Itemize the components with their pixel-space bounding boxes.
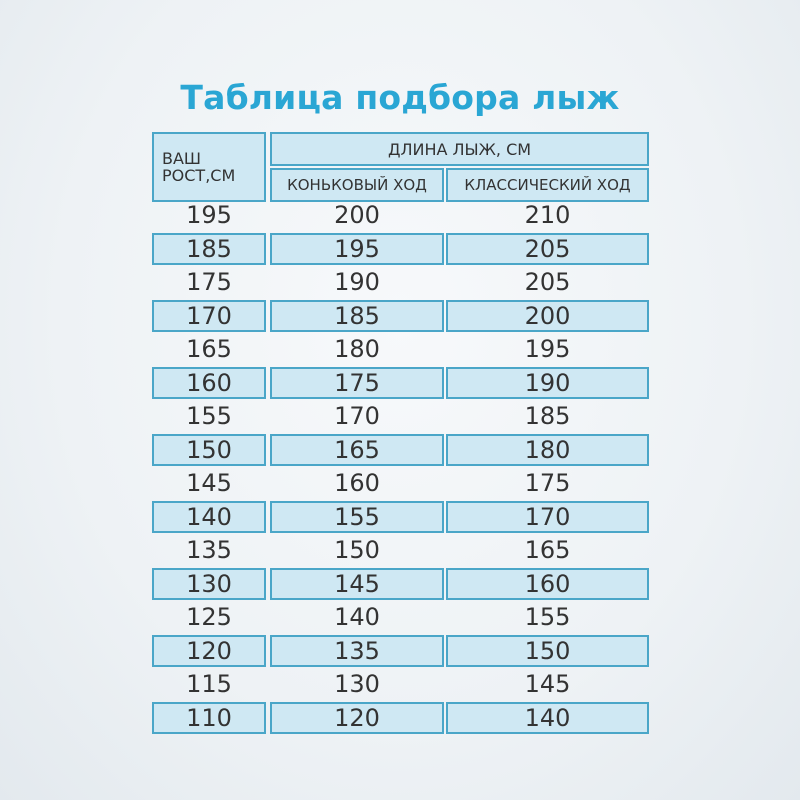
- table-cell-classic: 170: [446, 500, 649, 533]
- table-cell-height: 155: [186, 402, 232, 430]
- header-classic: КЛАССИЧЕСКИЙ ХОД: [446, 168, 649, 202]
- table-cell-height: 185: [152, 232, 266, 265]
- table-cell-classic: 140: [446, 701, 649, 734]
- header-your-height-line2: РОСТ,СМ: [162, 166, 236, 185]
- table-cell-height: 175: [186, 268, 232, 296]
- table-cell-classic: 180: [446, 433, 649, 466]
- table-cell-skate: 150: [334, 536, 380, 564]
- page-title: Таблица подбора лыж: [180, 78, 620, 117]
- table-cell-height: 160: [152, 366, 266, 399]
- table-cell-height: 140: [152, 500, 266, 533]
- table-cell-skate: 120: [270, 701, 444, 734]
- table-cell-skate: 135: [270, 634, 444, 667]
- table-cell-skate: 140: [334, 603, 380, 631]
- table-cell-classic: 165: [524, 536, 571, 564]
- table-cell-height: 145: [186, 469, 232, 497]
- table-cell-height: 110: [152, 701, 266, 734]
- header-skate: КОНЬКОВЫЙ ХОД: [270, 168, 444, 202]
- header-your-height-line1: ВАШ: [162, 149, 202, 168]
- table-cell-skate: 175: [270, 366, 444, 399]
- table-cell-classic: 155: [524, 603, 571, 631]
- table-cell-skate: 130: [334, 670, 380, 698]
- table-cell-height: 150: [152, 433, 266, 466]
- table-cell-classic: 200: [446, 299, 649, 332]
- table-cell-height: 165: [186, 335, 232, 363]
- table-cell-classic: 195: [524, 335, 571, 363]
- table-cell-skate: 195: [270, 232, 444, 265]
- table-cell-classic: 210: [524, 201, 571, 229]
- table-cell-skate: 180: [334, 335, 380, 363]
- table-cell-skate: 170: [334, 402, 380, 430]
- table-cell-height: 135: [186, 536, 232, 564]
- table-cell-classic: 145: [524, 670, 571, 698]
- header-ski-length: ДЛИНА ЛЫЖ, СМ: [270, 132, 649, 166]
- table-cell-skate: 165: [270, 433, 444, 466]
- table-cell-skate: 160: [334, 469, 380, 497]
- table-cell-classic: 190: [446, 366, 649, 399]
- table-cell-classic: 205: [524, 268, 571, 296]
- table-cell-classic: 150: [446, 634, 649, 667]
- table-cell-height: 120: [152, 634, 266, 667]
- table-cell-skate: 200: [334, 201, 380, 229]
- table-cell-height: 125: [186, 603, 232, 631]
- table-cell-skate: 145: [270, 567, 444, 600]
- table-cell-height: 170: [152, 299, 266, 332]
- table-cell-skate: 190: [334, 268, 380, 296]
- table-cell-classic: 160: [446, 567, 649, 600]
- table-cell-height: 130: [152, 567, 266, 600]
- table-cell-height: 195: [186, 201, 232, 229]
- header-your-height: ВАШ РОСТ,СМ: [152, 132, 266, 202]
- table-cell-skate: 155: [270, 500, 444, 533]
- table-cell-skate: 185: [270, 299, 444, 332]
- table-cell-classic: 175: [524, 469, 571, 497]
- table-cell-classic: 185: [524, 402, 571, 430]
- table-cell-height: 115: [186, 670, 232, 698]
- table-cell-classic: 205: [446, 232, 649, 265]
